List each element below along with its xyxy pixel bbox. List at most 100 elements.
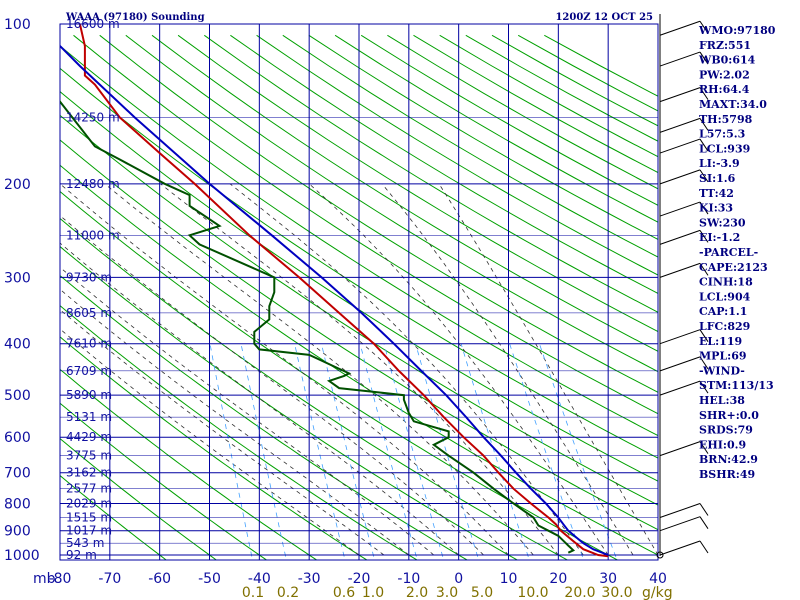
- wind-barb: [659, 503, 701, 518]
- wind-barb: [659, 87, 701, 103]
- wind-barb-flag: [699, 263, 709, 276]
- index-label: MPL:69: [699, 350, 747, 363]
- pressure-tick-label: 600: [4, 430, 31, 446]
- mixing-ratio-label: 3.0: [436, 585, 458, 600]
- wind-barb: [659, 20, 701, 36]
- index-label: KI:33: [699, 202, 733, 215]
- dry-adiabat-line: [177, 34, 658, 333]
- height-label: 9730 m: [66, 270, 112, 284]
- wind-barb: [659, 380, 701, 396]
- dry-adiabat-line: [204, 34, 658, 313]
- index-label: TH:5798: [699, 113, 753, 126]
- index-label: LI:-3.9: [699, 157, 740, 170]
- temperature-tick-label: -10: [397, 571, 420, 587]
- mixing-ratio-label: 2.0: [406, 585, 428, 600]
- wind-barb: [659, 262, 701, 278]
- dewpoint-profile: [60, 99, 576, 554]
- index-label: LCL:904: [699, 290, 751, 303]
- moist-adiabat-line: [308, 183, 609, 556]
- index-label: FRZ:551: [699, 39, 751, 52]
- index-label: MAXT:34.0: [699, 98, 767, 111]
- profile-layer: [60, 24, 609, 558]
- wind-barb: [659, 201, 701, 217]
- temperature-tick-label: -30: [298, 571, 321, 587]
- wind-barb-flag: [699, 230, 709, 243]
- wind-barb-flag: [699, 540, 709, 554]
- height-label: 1017 m: [66, 524, 112, 538]
- temperature-tick-label: 10: [500, 571, 518, 587]
- wind-barb-flag: [699, 329, 709, 342]
- height-label: 14250 m: [66, 111, 120, 125]
- temperature-tick-label: 40: [649, 571, 667, 587]
- index-label: -WIND-: [699, 364, 745, 377]
- height-label: 92 m: [66, 548, 97, 562]
- mixing-ratio-line: [383, 343, 445, 560]
- wind-barb: [659, 516, 701, 532]
- pressure-tick-label: 900: [4, 524, 31, 540]
- temperature-tick-label: -50: [198, 571, 221, 587]
- height-label: 4429 m: [66, 430, 112, 444]
- wind-barb: [659, 356, 701, 372]
- index-label: TT:42: [699, 187, 734, 200]
- parcel-profile: [60, 44, 609, 556]
- mixing-ratio-label: 30.0: [601, 585, 632, 600]
- wind-barb-flag: [699, 20, 709, 34]
- index-label: SHR+:0.0: [699, 409, 759, 422]
- dry-adiabat-line: [256, 34, 658, 276]
- mixing-ratio-line: [240, 343, 287, 560]
- wind-barb-flag: [699, 87, 709, 100]
- temperature-tick-label: 30: [599, 571, 617, 587]
- pressure-tick-label: 200: [4, 177, 31, 193]
- height-label: 1515 m: [66, 511, 112, 525]
- height-label: 543 m: [66, 536, 104, 550]
- pressure-unit-label: mb: [33, 571, 56, 587]
- height-label: 6709 m: [66, 364, 112, 378]
- index-label: WMO:97180: [698, 24, 776, 37]
- mixing-ratio-label: 20.0: [564, 585, 595, 600]
- dry-adiabat-line: [73, 34, 658, 415]
- wind-barb-flag: [699, 516, 709, 529]
- index-label: RH:64.4: [699, 83, 750, 96]
- index-label: STM:113/13: [699, 379, 774, 392]
- wind-barb: [659, 169, 701, 185]
- dry-adiabat-line: [60, 217, 569, 560]
- wind-barb: [659, 229, 701, 245]
- index-label: CAPE:2123: [699, 261, 768, 274]
- index-label: SW:230: [699, 216, 746, 229]
- index-label: BSHR:49: [699, 468, 755, 481]
- temperature-tick-label: 20: [549, 571, 567, 587]
- dry-adiabat-line: [60, 245, 519, 560]
- mixing-ratio-line: [321, 343, 376, 560]
- pressure-tick-label: 300: [4, 270, 31, 286]
- temperature-tick-label: -60: [148, 571, 171, 587]
- index-label: L57:5.3: [699, 128, 745, 141]
- dry-adiabat-line: [282, 34, 658, 258]
- index-label: CINH:18: [699, 276, 753, 289]
- pressure-tick-label: 1000: [4, 548, 40, 564]
- grid-layer: [59, 23, 659, 561]
- mixing-ratio-line: [415, 343, 480, 560]
- dry-adiabat-line: [60, 114, 658, 506]
- index-label: LCL:939: [699, 142, 750, 155]
- moist-adiabat-line: [60, 242, 459, 556]
- wind-barb-flag: [699, 118, 709, 131]
- mixing-ratio-unit-label: g/kg: [642, 585, 673, 600]
- surface-wind-circle: [656, 551, 664, 559]
- moist-adiabat-line: [60, 215, 484, 556]
- wind-barb-flag: [699, 201, 709, 215]
- height-label: 11000 m: [66, 228, 120, 242]
- temperature-tick-label: -20: [348, 571, 371, 587]
- wind-barb-flag: [699, 138, 709, 152]
- height-label: 5131 m: [66, 410, 112, 424]
- dry-adiabat-line: [60, 368, 318, 560]
- height-label: 12480 m: [66, 177, 120, 191]
- height-label: 7610 m: [66, 337, 112, 351]
- temperature-tick-label: -80: [49, 571, 72, 587]
- dry-adiabat-line: [60, 336, 368, 560]
- wind-barb: [659, 540, 701, 556]
- dry-adiabat-line: [230, 34, 658, 294]
- dry-adiabat-line: [60, 67, 658, 459]
- mixing-ratio-label: 0.2: [277, 585, 299, 600]
